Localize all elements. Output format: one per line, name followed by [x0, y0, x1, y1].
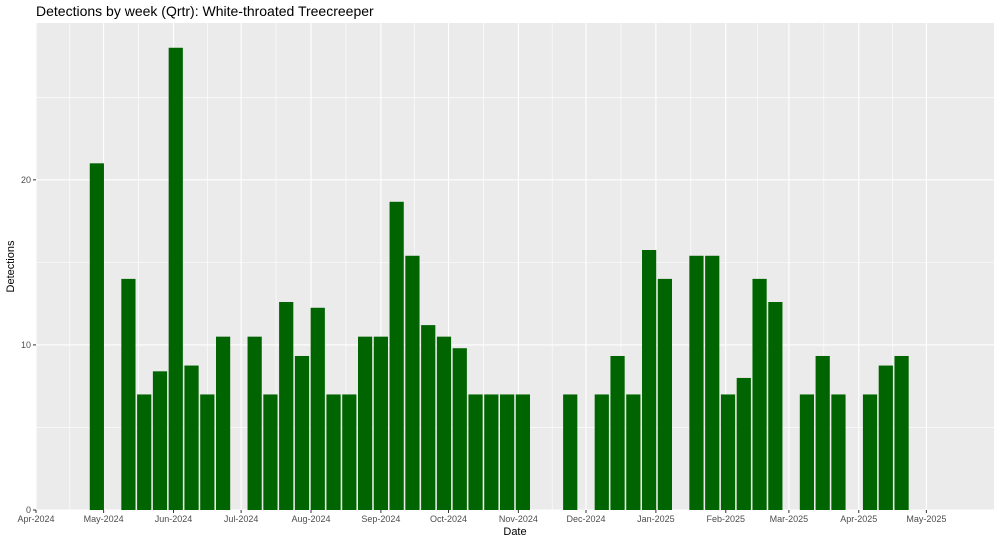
bar — [815, 355, 830, 510]
bar — [484, 394, 499, 510]
y-axis: 0 10 20 — [21, 175, 36, 515]
bar — [215, 336, 231, 510]
bar — [452, 348, 467, 510]
bar — [89, 163, 104, 511]
x-axis-title: Date — [503, 526, 526, 538]
bar — [720, 394, 736, 510]
bar — [168, 47, 183, 511]
bar — [500, 394, 515, 510]
bar — [326, 394, 341, 510]
bar — [689, 255, 704, 510]
bar — [563, 394, 578, 510]
bar — [862, 394, 878, 510]
y-tick-label: 20 — [21, 175, 31, 185]
bar — [752, 278, 767, 510]
bar — [358, 336, 373, 510]
x-tick-label: May-2025 — [906, 514, 946, 524]
bar — [657, 278, 672, 510]
bar — [626, 394, 641, 510]
x-tick-label: May-2024 — [84, 514, 124, 524]
x-tick-label: Sep-2024 — [361, 514, 400, 524]
bar — [594, 394, 609, 510]
bar — [768, 301, 783, 510]
bar — [405, 255, 420, 510]
bar — [200, 394, 215, 510]
bar — [878, 365, 893, 510]
x-tick-label: Aug-2024 — [291, 514, 330, 524]
bar — [894, 355, 909, 510]
bar — [373, 336, 388, 510]
x-tick-label: Apr-2025 — [840, 514, 877, 524]
x-tick-label: Mar-2025 — [770, 514, 809, 524]
x-tick-label: Apr-2024 — [17, 514, 54, 524]
bar — [468, 394, 483, 510]
bar — [279, 301, 294, 510]
bar — [294, 355, 310, 510]
bar — [184, 365, 199, 510]
bar — [152, 371, 168, 510]
bars — [89, 47, 909, 511]
bar — [389, 201, 404, 510]
bar — [121, 278, 136, 510]
x-tick-label: Jun-2024 — [155, 514, 193, 524]
bar — [515, 394, 530, 510]
y-tick-label: 10 — [21, 340, 31, 350]
y-axis-title: Detections — [5, 240, 17, 292]
x-tick-label: Dec-2024 — [566, 514, 605, 524]
bar — [831, 394, 846, 510]
bar — [342, 394, 357, 510]
x-tick-label: Oct-2024 — [430, 514, 467, 524]
bar — [705, 255, 720, 510]
bar — [436, 336, 452, 510]
bar — [247, 336, 262, 510]
bar — [421, 325, 436, 510]
x-axis: Apr-2024 May-2024 Jun-2024 Jul-2024 Aug-2024… — [17, 510, 946, 524]
bar — [310, 307, 325, 510]
bar — [642, 249, 657, 511]
bar — [799, 394, 815, 510]
bar — [137, 394, 152, 510]
x-tick-label: Feb-2025 — [706, 514, 745, 524]
bar — [610, 355, 625, 510]
y-tick-label: 0 — [26, 505, 31, 515]
bar — [736, 377, 751, 510]
x-tick-label: Jul-2024 — [224, 514, 259, 524]
x-tick-label: Jan-2025 — [637, 514, 675, 524]
chart-title: Detections by week (Qrtr): White-throate… — [36, 3, 374, 19]
x-tick-label: Nov-2024 — [499, 514, 538, 524]
bar — [263, 394, 278, 510]
